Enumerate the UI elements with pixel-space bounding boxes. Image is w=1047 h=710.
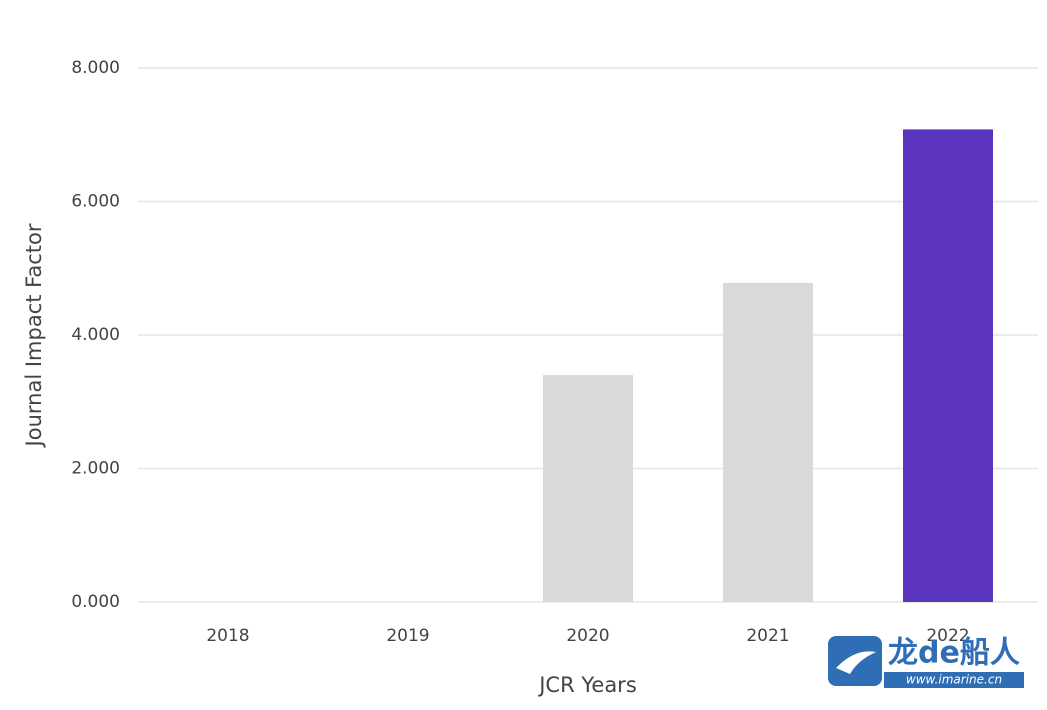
y-tick-label: 8.000	[71, 58, 120, 78]
bar	[543, 375, 633, 602]
y-tick-label: 4.000	[71, 325, 120, 345]
bar	[903, 129, 993, 602]
x-tick-label: 2020	[566, 626, 609, 646]
bar	[723, 282, 813, 602]
x-axis-label: JCR Years	[537, 673, 637, 697]
x-tick-label: 2022	[926, 626, 969, 646]
watermark-logo-ship	[836, 651, 876, 674]
x-tick-label: 2019	[386, 626, 429, 646]
watermark-url: www.imarine.cn	[906, 673, 1002, 687]
watermark-brand: 龙de船人	[888, 636, 1020, 671]
y-tick-label: 2.000	[71, 459, 120, 479]
watermark: 龙de船人 www.imarine.cn	[828, 636, 1024, 688]
watermark-url-bg	[884, 672, 1024, 688]
y-axis-label: Journal Impact Factor	[22, 223, 46, 448]
y-tick-label: 6.000	[71, 192, 120, 212]
y-tick-label: 0.000	[71, 592, 120, 612]
x-tick-label: 2021	[746, 626, 789, 646]
x-tick-label: 2018	[206, 626, 249, 646]
